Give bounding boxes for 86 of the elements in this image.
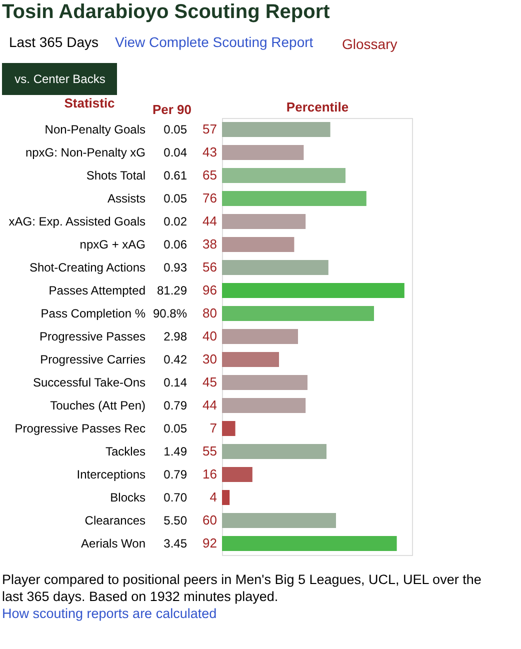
bar [222,444,326,459]
bar [222,352,279,367]
y-tick-label: Successful Take-Ons [33,376,146,390]
text: 0.05 [164,192,188,206]
data-label: 38 [202,236,217,252]
text: 0.02 [164,214,188,228]
data-label: 56 [202,260,217,274]
y-tick-label: Passes Attempted [48,284,146,298]
text: 1.49 [164,444,188,458]
text: Player compared to positional peers in Men's Big 5 Leagues, UCL, UEL over the last 365 days. Based on 1932 minutes played. [2,572,482,604]
y-tick-label: Clearances [84,514,146,528]
bar [222,283,404,298]
bar [222,490,230,505]
chart-title: Tosin Adarabioyo Scouting Report [2,1,330,23]
text: 0.04 [164,146,188,160]
text: 81.29 [156,284,188,298]
bar [222,398,306,413]
text: 2.98 [164,330,188,344]
text: Last 365 Days [9,34,98,50]
y-tick-label: xAG: Exp. Assisted Goals [8,214,146,228]
data-label: 65 [202,168,217,182]
bar [222,329,298,344]
bar [222,214,306,229]
bar [222,168,346,183]
bar [222,260,328,275]
data-label: 96 [202,282,217,298]
text: 0.79 [164,398,188,412]
text: 5.50 [164,514,188,528]
y-tick-label: npxG + xAG [80,238,146,252]
text: View Complete Scouting Report [115,34,314,50]
text: 90.8% [152,306,188,320]
x-axis-title: Percentile [286,100,349,114]
text: 0.14 [164,376,188,390]
data-label: 60 [202,512,217,528]
y-tick-label: Tackles [105,444,146,458]
bar [222,513,336,528]
y-tick-label: Shots Total [86,168,146,182]
y-tick-label: Aerials Won [81,536,146,550]
text: 0.61 [164,168,188,182]
data-label: 80 [202,306,217,320]
y-tick-label: Shot-Creating Actions [29,260,146,274]
y-tick-label: Blocks [110,490,146,504]
data-label: 55 [202,444,217,458]
y-tick-label: Progressive Passes [39,330,146,344]
y-tick-label: Progressive Passes Rec [14,422,146,436]
text: 3.45 [164,536,188,550]
data-label: 92 [202,536,217,550]
bar [222,306,374,321]
text: 0.70 [164,490,188,504]
text: 0.05 [164,422,188,436]
y-tick-label: Pass Completion % [40,306,146,320]
data-label: 57 [202,122,217,136]
bar [222,122,330,137]
text: How scouting reports are calculated [2,606,217,621]
text: 0.79 [164,468,188,482]
y-tick-label: Assists [107,192,146,206]
bar [222,145,304,160]
text: vs. Center Backs [14,72,106,86]
data-label: 40 [202,328,217,344]
y-axis-title: Statistic [64,96,115,110]
bar [222,237,294,252]
y-tick-label: Interceptions [76,468,146,482]
data-label: 76 [202,190,217,206]
y-tick-label: Progressive Carries [40,352,146,366]
text: 0.93 [164,260,188,274]
data-label: 7 [210,420,217,436]
data-label: 16 [202,466,217,482]
text: Per 90 [152,102,192,117]
bar [222,191,366,206]
y-tick-label: npxG: Non-Penalty xG [25,146,146,160]
text: 0.06 [164,238,188,252]
data-label: 43 [202,144,217,160]
y-tick-label: Non-Penalty Goals [44,122,146,136]
data-label: 44 [202,214,217,228]
data-label: 45 [202,374,217,390]
text: 0.05 [164,122,188,136]
data-label: 30 [202,352,217,366]
data-label: 44 [202,398,217,412]
text: Glossary [342,36,398,52]
bar [222,536,397,551]
bar [222,421,236,436]
bar [222,467,252,482]
bar [222,375,308,390]
data-label: 4 [210,490,217,504]
y-tick-label: Touches (Att Pen) [50,398,146,412]
text: 0.42 [164,352,188,366]
